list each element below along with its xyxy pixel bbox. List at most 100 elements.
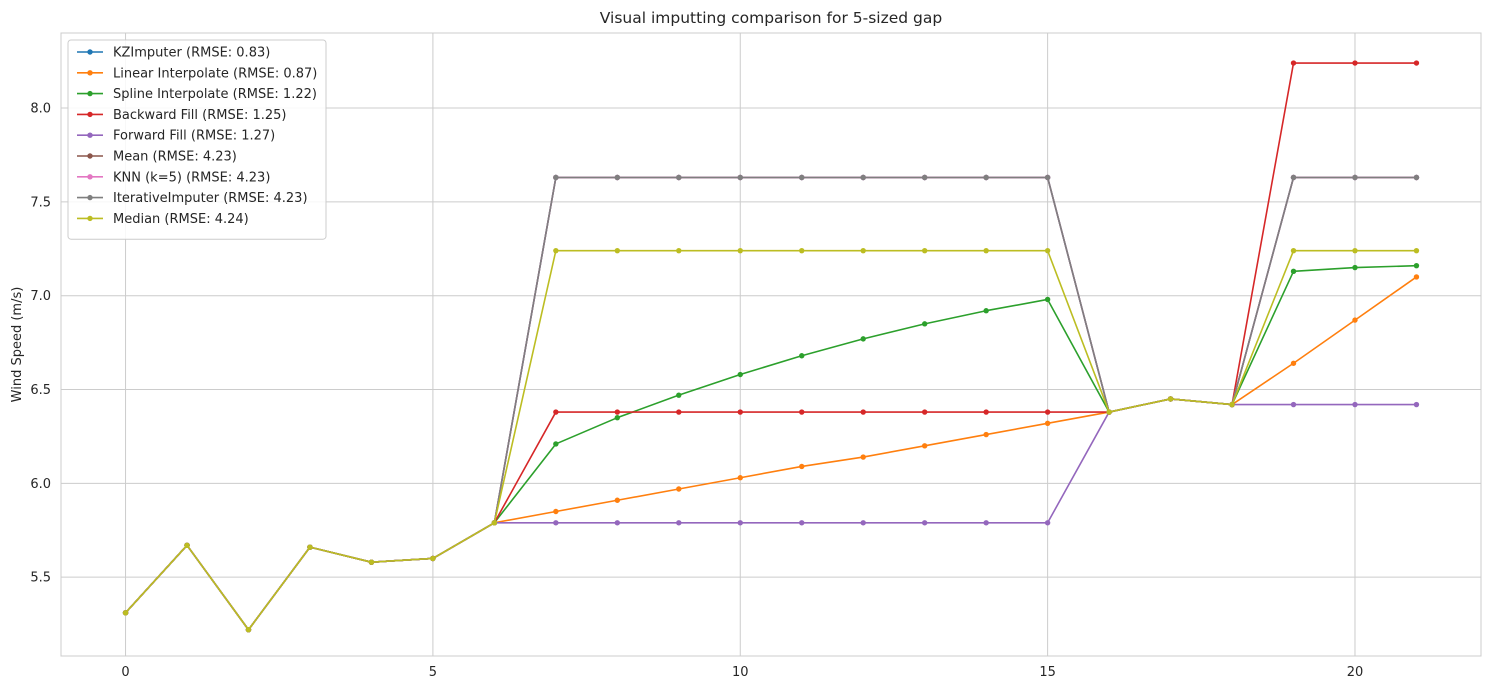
- x-tick-label: 5: [429, 665, 437, 680]
- legend-item: Spline Interpolate (RMSE: 1.22): [77, 87, 317, 102]
- legend-label: Median (RMSE: 4.24): [113, 212, 249, 227]
- data-point: [307, 544, 313, 550]
- data-point: [1290, 268, 1297, 275]
- y-tick-label: 7.0: [30, 289, 51, 304]
- legend-label: KNN (k=5) (RMSE: 4.23): [113, 170, 270, 185]
- legend-label: Spline Interpolate (RMSE: 1.22): [113, 87, 317, 102]
- data-point: [614, 414, 621, 421]
- data-point: [799, 463, 805, 470]
- data-point: [676, 392, 682, 398]
- data-point: [553, 247, 559, 254]
- x-tick-label: 10: [732, 665, 749, 680]
- data-point: [1290, 247, 1297, 254]
- data-point: [860, 454, 866, 460]
- data-point: [614, 409, 621, 415]
- data-point: [921, 520, 928, 526]
- legend-swatch-marker: [87, 194, 93, 201]
- data-point: [430, 555, 436, 562]
- legend-label: KZImputer (RMSE: 0.83): [113, 46, 270, 61]
- data-point: [860, 520, 866, 526]
- data-point: [553, 174, 559, 181]
- data-point: [921, 321, 928, 327]
- data-point: [1044, 296, 1051, 303]
- legend-label: Linear Interpolate (RMSE: 0.87): [113, 66, 317, 81]
- data-point: [983, 308, 989, 314]
- legend-item: Forward Fill (RMSE: 1.27): [77, 129, 275, 144]
- x-tick-label: 0: [121, 665, 129, 680]
- y-tick-label: 6.5: [30, 383, 51, 398]
- series-lines: [122, 60, 1420, 633]
- legend-item: KZImputer (RMSE: 0.83): [77, 46, 270, 61]
- data-point: [614, 520, 621, 526]
- data-point: [368, 559, 375, 565]
- data-point: [245, 627, 252, 633]
- legend-swatch-marker: [87, 132, 93, 138]
- legend-item: KNN (k=5) (RMSE: 4.23): [77, 170, 270, 185]
- data-point: [676, 409, 682, 415]
- data-point: [614, 497, 621, 503]
- legend-swatch-marker: [87, 90, 93, 97]
- x-tick-label: 15: [1039, 665, 1056, 680]
- legend-item: Mean (RMSE: 4.23): [77, 150, 237, 165]
- legend-label: Backward Fill (RMSE: 1.25): [113, 108, 286, 123]
- data-point: [1167, 396, 1174, 402]
- data-point: [491, 520, 498, 526]
- legend-swatch-marker: [87, 215, 93, 222]
- legend-swatch-marker: [87, 49, 93, 55]
- data-point: [860, 247, 866, 254]
- data-point: [1413, 60, 1420, 66]
- data-point: [1290, 401, 1297, 408]
- legend-item: Median (RMSE: 4.24): [77, 212, 249, 227]
- data-point: [983, 174, 989, 181]
- data-point: [921, 409, 928, 415]
- legend-swatch-marker: [87, 174, 93, 180]
- data-point: [799, 409, 805, 415]
- legend-label: Mean (RMSE: 4.23): [113, 150, 237, 165]
- data-point: [1044, 174, 1051, 181]
- data-point: [983, 409, 989, 415]
- data-point: [799, 353, 805, 359]
- legend: KZImputer (RMSE: 0.83) Linear Interpolate…: [67, 39, 327, 240]
- data-point: [921, 247, 928, 254]
- y-tick-label: 7.5: [30, 195, 51, 210]
- data-point: [983, 431, 989, 438]
- data-point: [553, 520, 559, 526]
- data-point: [1044, 247, 1051, 254]
- x-tick-label: 20: [1347, 665, 1364, 680]
- data-point: [122, 610, 129, 616]
- data-point: [553, 441, 559, 447]
- data-point: [676, 174, 682, 181]
- data-point: [860, 174, 866, 181]
- axis-ticks: 0 5 10 15 20 5.5 6.0 6.5 7.0 7.5 8.0: [30, 102, 1363, 680]
- data-point: [1044, 420, 1051, 427]
- y-tick-label: 5.5: [30, 571, 51, 586]
- y-axis-label: Wind Speed (m/s): [10, 287, 25, 403]
- data-point: [1413, 174, 1420, 181]
- chart-title: Visual imputting comparison for 5-sized …: [600, 9, 942, 27]
- data-point: [1413, 247, 1420, 254]
- data-point: [983, 247, 989, 254]
- legend-swatch-marker: [87, 153, 93, 159]
- data-point: [921, 443, 928, 449]
- data-point: [737, 520, 743, 526]
- data-point: [860, 336, 866, 342]
- data-point: [1413, 401, 1420, 408]
- data-point: [1290, 360, 1297, 366]
- data-point: [983, 520, 989, 526]
- data-point: [1044, 520, 1051, 526]
- legend-item: IterativeImputer (RMSE: 4.23): [77, 191, 308, 206]
- data-point: [799, 520, 805, 526]
- data-point: [1352, 401, 1358, 408]
- data-point: [553, 508, 559, 515]
- data-point: [1352, 317, 1358, 323]
- data-point: [737, 409, 743, 415]
- legend-item: Backward Fill (RMSE: 1.25): [77, 108, 286, 123]
- data-point: [1044, 409, 1051, 415]
- legend-swatch-marker: [87, 111, 93, 118]
- data-point: [1352, 247, 1358, 254]
- data-point: [737, 475, 743, 481]
- data-point: [799, 174, 805, 181]
- data-point: [799, 247, 805, 254]
- data-point: [676, 520, 682, 526]
